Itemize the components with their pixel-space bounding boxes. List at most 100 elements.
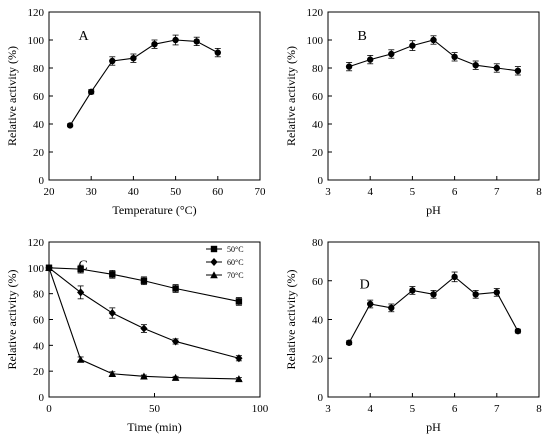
y-tick-label: 20: [312, 147, 324, 159]
x-axis-label: Temperature (°C): [112, 203, 196, 217]
y-tick-label: 120: [307, 7, 324, 19]
x-tick-label: 6: [452, 403, 458, 415]
y-tick-label: 80: [33, 289, 45, 301]
x-tick-label: 40: [128, 186, 140, 198]
x-axis-label: Time (min): [127, 420, 182, 434]
data-point: [451, 273, 458, 281]
x-tick-label: 3: [325, 186, 331, 198]
x-tick-label: 30: [86, 186, 98, 198]
data-point: [77, 288, 85, 297]
x-tick-label: 60: [212, 186, 224, 198]
y-axis-label: Relative activity (%): [5, 46, 19, 146]
data-point: [345, 63, 353, 70]
data-point: [140, 372, 148, 380]
data-point: [172, 285, 179, 292]
y-tick-label: 80: [33, 63, 45, 75]
data-point: [108, 369, 117, 377]
x-axis-label: pH: [426, 203, 441, 217]
data-point: [493, 64, 500, 72]
x-tick-label: 7: [494, 186, 500, 198]
y-tick-label: 0: [318, 392, 324, 404]
data-point: [76, 355, 85, 363]
data-point: [172, 337, 180, 346]
y-tick-label: 80: [312, 63, 324, 75]
data-point: [409, 287, 416, 294]
y-tick-label: 60: [312, 276, 324, 288]
panel-b: 0 20 40 60 80 100 120 3 4 5 6 7 8 pH Relative activity…: [284, 7, 542, 217]
legend-label: 60°C: [227, 258, 244, 267]
data-point: [514, 327, 522, 335]
x-tick-label: 6: [452, 186, 458, 198]
y-tick-label: 60: [33, 315, 45, 327]
series-60c: [45, 263, 243, 363]
data-point: [409, 42, 416, 49]
data-point: [367, 300, 374, 308]
y-tick-label: 20: [33, 366, 45, 378]
y-tick-label: 120: [28, 7, 45, 19]
panel-label: D: [360, 277, 370, 292]
data-point: [140, 324, 148, 333]
data-point: [345, 339, 353, 346]
x-tick-label: 100: [252, 403, 269, 415]
y-tick-label: 60: [312, 91, 324, 103]
x-tick-label: 7: [494, 403, 500, 415]
legend: 50°C 60°C 70°C: [206, 245, 244, 280]
y-tick-label: 0: [318, 175, 324, 187]
data-point: [108, 309, 116, 318]
y-axis-label: Relative activity (%): [5, 270, 19, 370]
data-point: [88, 88, 95, 96]
data-point: [214, 49, 221, 56]
data-point: [472, 291, 479, 298]
data-point: [472, 61, 479, 69]
data-point: [430, 291, 437, 298]
x-tick-label: 3: [325, 403, 331, 415]
legend-marker: [210, 245, 218, 253]
series-line: [48, 267, 239, 380]
x-axis-label: pH: [426, 420, 441, 434]
data-point: [388, 304, 395, 312]
y-tick-label: 80: [312, 237, 324, 249]
panel-c: 0 20 40 60 80 100 120 0 50 100 Time (min) Relative …: [5, 237, 269, 434]
series-line: [48, 267, 240, 302]
data-point: [493, 289, 500, 296]
x-tick-label: 5: [410, 403, 416, 415]
y-tick-label: 0: [39, 175, 45, 187]
series-line: [348, 39, 518, 72]
panel-label: B: [358, 29, 367, 44]
data-point: [109, 271, 116, 278]
series-70c: [45, 264, 243, 383]
series-50c: [45, 264, 243, 306]
data-point: [235, 298, 243, 305]
data-point: [193, 38, 200, 45]
y-tick-label: 100: [28, 35, 45, 47]
data-point: [66, 122, 74, 129]
y-tick-label: 60: [33, 91, 45, 103]
panel-d: 0 20 40 60 80 3 4 5 6 7 8 pH Relative activity (%) D: [284, 237, 542, 434]
x-tick-label: 50: [170, 186, 182, 198]
x-tick-label: 4: [367, 403, 373, 415]
y-tick-label: 40: [312, 315, 324, 327]
series-0: [345, 35, 522, 76]
panel-label: A: [79, 29, 90, 44]
data-point: [388, 50, 395, 58]
data-point: [151, 41, 158, 48]
data-point: [172, 36, 179, 44]
data-point: [514, 67, 522, 75]
x-tick-label: 8: [536, 403, 542, 415]
data-point: [130, 55, 137, 62]
series-line: [348, 276, 519, 344]
x-tick-label: 0: [46, 403, 52, 415]
y-tick-label: 20: [312, 353, 324, 365]
y-tick-label: 120: [28, 237, 45, 249]
x-tick-label: 70: [255, 186, 267, 198]
series-0: [345, 271, 522, 346]
data-point: [109, 57, 116, 65]
data-point: [430, 36, 437, 44]
data-point: [140, 277, 148, 284]
data-point: [45, 264, 53, 272]
data-point: [77, 265, 84, 273]
y-tick-label: 40: [33, 119, 45, 131]
x-tick-label: 20: [44, 186, 56, 198]
